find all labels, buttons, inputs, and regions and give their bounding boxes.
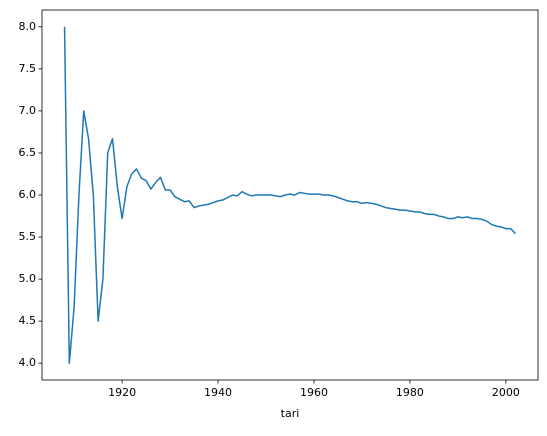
line-series <box>63 26 516 364</box>
y-tick-label: 7.5 <box>19 62 37 75</box>
x-axis-label: tari <box>281 407 300 420</box>
x-tick-label: 2000 <box>492 386 520 399</box>
y-tick-label: 5.0 <box>19 272 37 285</box>
y-tick-label: 8.0 <box>19 20 37 33</box>
y-tick-label: 4.5 <box>19 314 37 327</box>
x-tick-label: 1960 <box>300 386 328 399</box>
y-tick-label: 4.0 <box>19 356 37 369</box>
x-tick-label: 1940 <box>204 386 232 399</box>
x-tick-label: 1920 <box>108 386 136 399</box>
y-tick-label: 6.5 <box>19 146 37 159</box>
y-tick-label: 7.0 <box>19 104 37 117</box>
axes-frame <box>41 9 539 381</box>
x-tick-label: 1980 <box>396 386 424 399</box>
y-tick-label: 6.0 <box>19 188 37 201</box>
y-tick-label: 5.5 <box>19 230 37 243</box>
